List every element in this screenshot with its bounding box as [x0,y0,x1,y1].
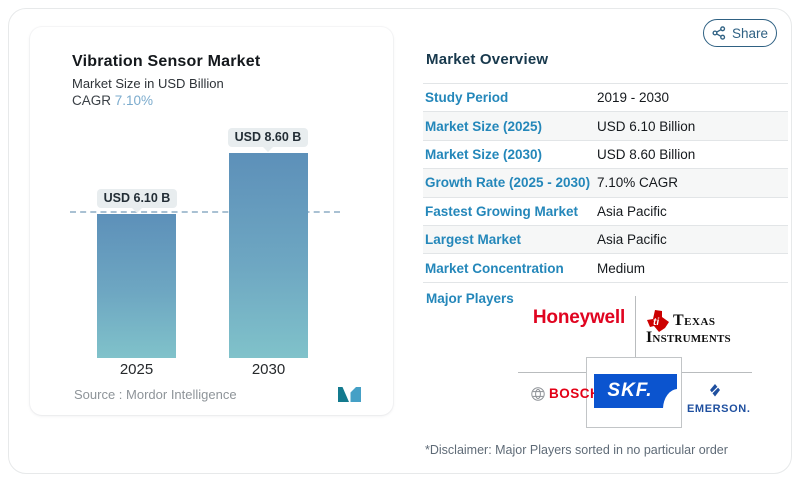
chart-card: Vibration Sensor Market Market Size in U… [30,27,393,415]
row-value: Medium [597,260,646,276]
table-row: Growth Rate (2025 - 2030) 7.10% CAGR [423,169,788,198]
bar-value-label-2025: USD 6.10 B [97,189,177,208]
table-row: Largest Market Asia Pacific [423,225,788,255]
row-value: Asia Pacific [597,232,667,248]
texas-instruments-text-line1: Texas [673,312,716,329]
share-label: Share [731,25,769,41]
texas-instruments-icon: ti [647,310,669,332]
share-button[interactable]: Share [703,19,777,47]
texas-instruments-text-line2: Instruments [646,329,731,346]
table-row: Market Concentration Medium [423,254,788,283]
players-horizontal-divider-right [682,372,752,373]
players-disclaimer: *Disclaimer: Major Players sorted in no … [425,443,728,457]
cagr-label: CAGR [72,93,112,108]
market-overview-table: Study Period 2019 - 2030 Market Size (20… [423,83,788,283]
reference-dashed-line [70,211,340,213]
row-label: Market Concentration [425,260,564,276]
honeywell-logo: Honeywell [532,307,626,328]
mordor-intelligence-logo [338,387,361,402]
svg-text:ti: ti [653,317,659,328]
table-row: Study Period 2019 - 2030 [423,84,788,113]
row-label: Fastest Growing Market [425,203,579,219]
bar-value-caret-2030 [263,147,273,152]
table-row: Fastest Growing Market Asia Pacific [423,198,788,226]
bosch-logo: BOSCH [531,386,600,401]
chart-subtitle: Market Size in USD Billion [72,76,224,91]
outer-frame [8,8,792,474]
bar-2025 [97,214,176,358]
bosch-text: BOSCH [549,386,601,401]
row-value: 7.10% CAGR [597,175,679,191]
source-row: Source : Mordor Intelligence [74,386,364,402]
row-value: Asia Pacific [597,203,667,219]
row-value: USD 8.60 Billion [597,146,696,162]
major-players-label: Major Players [426,291,514,306]
market-overview-heading: Market Overview [426,51,549,68]
x-axis-label-2025: 2025 [119,361,154,378]
x-axis-label-2030: 2030 [251,361,286,378]
row-label: Largest Market [425,232,522,248]
row-label: Market Size (2025) [425,118,543,134]
bar-2030 [229,153,308,358]
source-text: Source : Mordor Intelligence [74,386,237,402]
row-value: USD 6.10 Billion [597,118,696,134]
chart-cagr-line: CAGR 7.10% [72,93,153,108]
bosch-icon [531,386,545,401]
emerson-logo: EMERSON. [687,384,751,415]
skf-logo-notch [663,389,677,408]
row-value: 2019 - 2030 [597,90,670,106]
table-row: Market Size (2030) USD 8.60 Billion [423,141,788,170]
bar-value-label-2030: USD 8.60 B [228,128,308,147]
skf-text: SKF. [607,380,653,401]
emerson-text: EMERSON. [687,403,751,415]
chart-title: Vibration Sensor Market [72,53,261,70]
cagr-value: 7.10% [114,93,154,108]
table-row: Market Size (2025) USD 6.10 Billion [423,112,788,141]
players-vertical-divider [635,296,636,357]
share-icon [712,26,726,40]
row-label: Growth Rate (2025 - 2030) [425,175,591,191]
bar-value-caret-2025 [132,208,142,213]
row-label: Study Period [425,90,509,106]
emerson-icon [710,384,720,397]
row-label: Market Size (2030) [425,146,543,162]
skf-logo: SKF. [594,374,677,408]
players-horizontal-divider-left [518,372,586,373]
